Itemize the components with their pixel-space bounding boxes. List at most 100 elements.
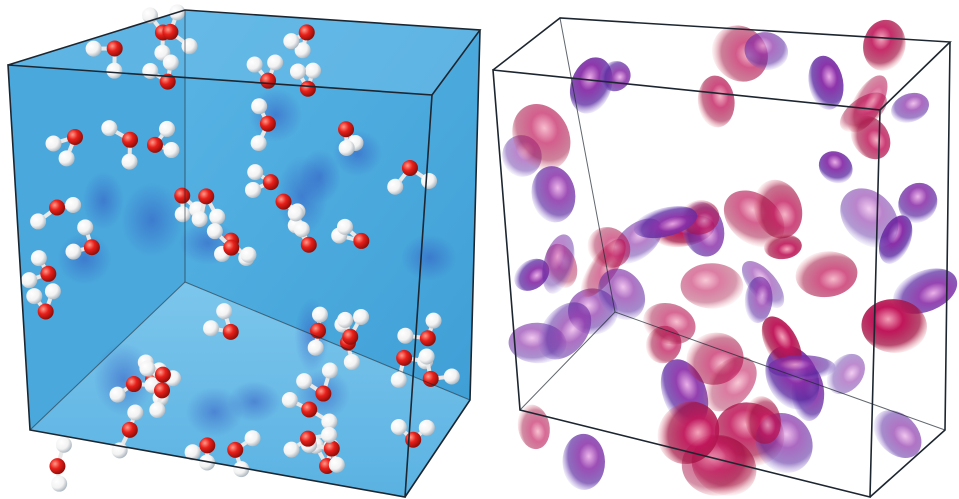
hydrogen (109, 386, 126, 403)
oxygen (259, 115, 276, 132)
hydrogen (305, 62, 322, 79)
density-halo (82, 171, 125, 230)
oxygen (37, 303, 54, 320)
right-cube-edges (492, 17, 952, 499)
water-molecule (109, 376, 161, 403)
hydrogen (240, 246, 257, 263)
density-blob (795, 251, 858, 298)
oxygen (300, 236, 317, 253)
oxygen (419, 330, 436, 347)
hydrogen (191, 211, 208, 228)
density-blob (562, 433, 606, 490)
density-blob (703, 356, 757, 412)
oxygen (106, 40, 123, 57)
density-halo (227, 381, 281, 423)
hydrogen (289, 63, 306, 80)
hydrogen (106, 62, 123, 79)
oxygen (310, 322, 327, 339)
water-molecule (287, 217, 317, 253)
density-halo (298, 149, 341, 204)
oxygen (174, 187, 191, 204)
hydrogen (418, 348, 435, 365)
hydrogen (267, 54, 284, 71)
hydrogen (247, 164, 264, 181)
hydrogen (425, 312, 442, 329)
water-molecule (21, 250, 57, 289)
hydrogen (65, 243, 82, 260)
hydrogen (58, 150, 75, 167)
hydrogen (421, 172, 438, 189)
density-blob (898, 182, 938, 223)
hydrogen (281, 392, 298, 409)
oxygen (49, 458, 66, 475)
hydrogen (321, 413, 338, 430)
oxygen (49, 199, 66, 216)
hydrogen (65, 197, 82, 214)
hydrogen (162, 54, 179, 71)
water-molecule (244, 164, 279, 198)
left-cube-edges (7, 9, 482, 498)
density-blob (826, 353, 865, 395)
oxygen (199, 437, 216, 454)
water-molecule (283, 24, 315, 59)
density-blob (514, 258, 550, 291)
water-molecule (191, 188, 226, 228)
oxygen (401, 159, 418, 176)
water-molecule (331, 218, 370, 249)
density-blob (768, 355, 836, 380)
density-blob (744, 32, 789, 71)
water-molecule (203, 303, 239, 340)
water-molecule (387, 159, 438, 195)
hydrogen (181, 38, 198, 55)
water-molecule (26, 283, 61, 320)
water-molecule (184, 437, 216, 471)
water-molecule (250, 98, 276, 152)
hydrogen (199, 454, 216, 471)
hydrogen (418, 419, 435, 436)
hydrogen (321, 426, 338, 443)
density-blob (847, 75, 888, 133)
water-molecule (65, 219, 100, 260)
water-molecule (227, 430, 261, 478)
molecules (21, 4, 460, 492)
water-molecule (111, 404, 144, 459)
oxygen (122, 131, 139, 148)
hydrogen (296, 373, 313, 390)
hydrogen (283, 33, 300, 50)
water-molecule (101, 120, 139, 170)
oxygen (162, 23, 179, 40)
density-halo (401, 234, 457, 281)
hydrogen (55, 436, 72, 453)
oxygen (301, 401, 318, 418)
density-blob (512, 104, 571, 171)
oxygen (121, 421, 138, 438)
density-blob (680, 263, 744, 309)
hydrogen (311, 306, 328, 323)
density-halo (93, 342, 154, 416)
hydrogen (443, 368, 460, 385)
hydrogen (321, 362, 338, 379)
hydrogen (142, 62, 159, 79)
water-molecule (246, 54, 284, 89)
hydrogen (244, 430, 261, 447)
water-molecule (397, 312, 442, 347)
density-blob (891, 92, 929, 123)
hydrogen (338, 139, 355, 156)
hydrogen (233, 461, 250, 478)
density-blobs (502, 19, 958, 496)
oxygen (198, 188, 215, 205)
top-face (8, 10, 480, 95)
hydrogen (77, 219, 94, 236)
density-blob (861, 299, 927, 353)
hydrogen (127, 404, 144, 421)
oxygen (323, 440, 340, 457)
water-molecule (418, 348, 460, 387)
water-molecule (146, 120, 180, 159)
density-blob (808, 55, 844, 110)
hydrogen (337, 311, 354, 328)
water-molecule (49, 436, 72, 492)
hydrogen (203, 320, 220, 337)
hydrogen (336, 218, 353, 235)
hydrogen (294, 42, 311, 59)
